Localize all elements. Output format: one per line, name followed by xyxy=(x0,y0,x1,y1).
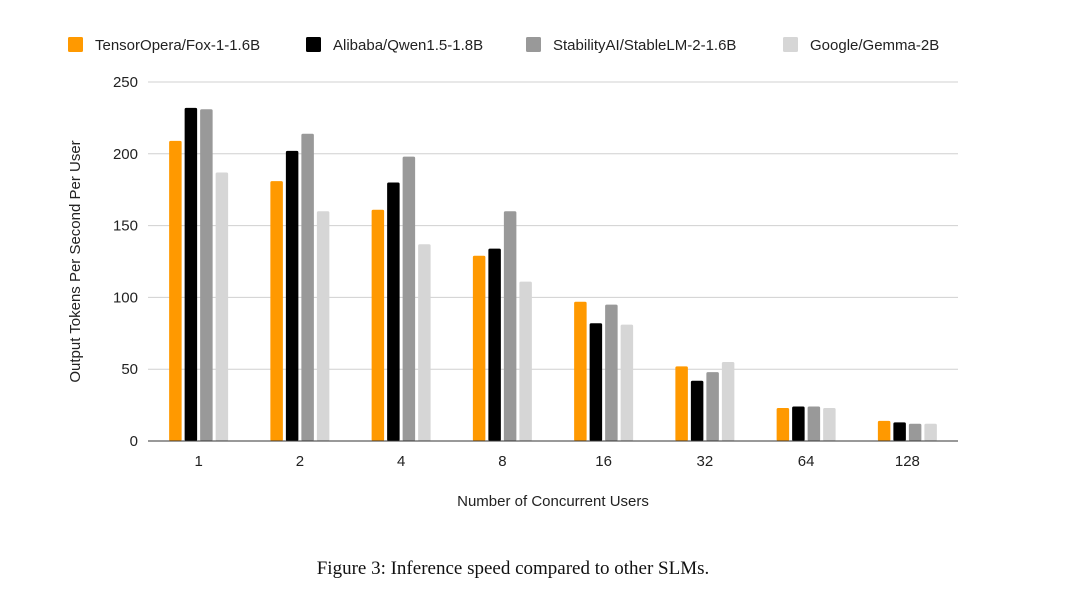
bar-stabilityai-stablelm-2-1-6b-2 xyxy=(301,133,314,442)
bar-stabilityai-stablelm-2-1-6b-64 xyxy=(807,406,821,441)
y-axis-title: Output Tokens Per Second Per User xyxy=(67,140,84,382)
bar-stabilityai-stablelm-2-1-6b-16 xyxy=(605,304,618,441)
bar-alibaba-qwen1-5-1-8b-1 xyxy=(184,107,198,442)
bar-google-gemma-2b-1 xyxy=(215,172,229,441)
y-tick-label: 250 xyxy=(113,74,138,91)
legend-label: StabilityAI/StableLM-2-1.6B xyxy=(553,37,736,54)
bar-alibaba-qwen1-5-1-8b-8 xyxy=(488,248,501,441)
x-tick-label: 8 xyxy=(498,453,506,470)
legend-swatch xyxy=(783,37,798,52)
bar-alibaba-qwen1-5-1-8b-16 xyxy=(589,323,603,441)
bar-google-gemma-2b-2 xyxy=(316,211,330,441)
legend-swatch xyxy=(68,37,83,52)
bar-alibaba-qwen1-5-1-8b-128 xyxy=(893,422,906,441)
bar-google-gemma-2b-64 xyxy=(823,407,836,441)
legend-swatch xyxy=(306,37,321,52)
x-axis-title: Number of Concurrent Users xyxy=(457,493,649,510)
bar-tensoropera-fox-1-1-6b-128 xyxy=(877,420,891,441)
bar-google-gemma-2b-8 xyxy=(519,281,532,441)
legend-label: Google/Gemma-2B xyxy=(810,37,939,54)
x-tick-label: 16 xyxy=(595,453,612,470)
bar-tensoropera-fox-1-1-6b-8 xyxy=(472,255,486,441)
bar-tensoropera-fox-1-1-6b-16 xyxy=(574,301,587,441)
bar-alibaba-qwen1-5-1-8b-64 xyxy=(792,406,805,441)
bar-tensoropera-fox-1-1-6b-2 xyxy=(270,181,283,442)
bar-stabilityai-stablelm-2-1-6b-1 xyxy=(200,109,213,441)
x-tick-label: 32 xyxy=(697,453,714,470)
y-tick-label: 100 xyxy=(113,289,138,306)
x-tick-label: 1 xyxy=(194,453,202,470)
gridlines xyxy=(148,81,958,370)
bar-chart: TensorOpera/Fox-1-1.6B Alibaba/Qwen1.5-1.… xyxy=(67,37,958,510)
bar-google-gemma-2b-32 xyxy=(721,362,735,441)
legend: TensorOpera/Fox-1-1.6B Alibaba/Qwen1.5-1.… xyxy=(68,37,939,54)
bar-alibaba-qwen1-5-1-8b-4 xyxy=(387,182,400,441)
bar-tensoropera-fox-1-1-6b-32 xyxy=(675,366,688,441)
x-tick-label: 128 xyxy=(895,453,920,470)
bar-tensoropera-fox-1-1-6b-64 xyxy=(776,407,790,441)
x-tick-label: 2 xyxy=(296,453,304,470)
y-axis-ticks: 0 50 100 150 200 250 xyxy=(113,74,138,450)
y-tick-label: 150 xyxy=(113,218,138,235)
y-tick-label: 50 xyxy=(121,361,138,378)
bar-google-gemma-2b-4 xyxy=(418,244,431,441)
bar-stabilityai-stablelm-2-1-6b-32 xyxy=(706,372,719,441)
bar-alibaba-qwen1-5-1-8b-2 xyxy=(285,150,299,442)
bar-stabilityai-stablelm-2-1-6b-4 xyxy=(402,156,416,441)
bar-alibaba-qwen1-5-1-8b-32 xyxy=(690,380,704,441)
bar-google-gemma-2b-16 xyxy=(620,324,634,441)
bar-stabilityai-stablelm-2-1-6b-128 xyxy=(908,423,922,441)
legend-label: Alibaba/Qwen1.5-1.8B xyxy=(333,37,483,54)
x-tick-label: 64 xyxy=(798,453,815,470)
legend-label: TensorOpera/Fox-1-1.6B xyxy=(95,37,260,54)
y-tick-label: 0 xyxy=(130,433,138,450)
bar-google-gemma-2b-128 xyxy=(924,423,937,441)
x-tick-label: 4 xyxy=(397,453,405,470)
y-tick-label: 200 xyxy=(113,146,138,163)
figure-caption: Figure 3: Inference speed compared to ot… xyxy=(316,558,710,579)
x-axis-ticks: 1 2 4 8 16 32 64 128 xyxy=(194,453,919,470)
bar-stabilityai-stablelm-2-1-6b-8 xyxy=(503,211,517,441)
bar-tensoropera-fox-1-1-6b-1 xyxy=(169,140,182,441)
legend-swatch xyxy=(526,37,541,52)
bar-tensoropera-fox-1-1-6b-4 xyxy=(371,209,385,441)
bars xyxy=(169,107,937,442)
